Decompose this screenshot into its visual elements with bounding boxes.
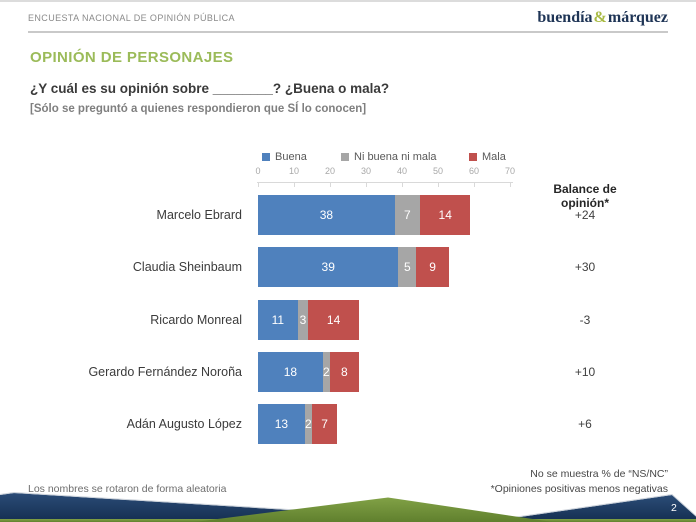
balance-column-header: Balance de opinión* xyxy=(553,182,617,210)
bar-segment-buena: 39 xyxy=(258,247,399,287)
legend-swatch-buena xyxy=(262,153,270,161)
segment-value: 38 xyxy=(319,208,334,222)
x-axis-tick-label: 0 xyxy=(255,166,261,176)
brand-logo: buendía&márquez xyxy=(537,9,668,27)
x-axis-tick-label: 70 xyxy=(504,166,515,176)
footnote-balance-definition: *Opiniones positivas menos negativas xyxy=(490,483,668,495)
balance-value: +30 xyxy=(574,260,596,274)
bar-segment-neutral: 2 xyxy=(304,404,312,444)
category-label: Marcelo Ebrard xyxy=(156,208,242,222)
x-axis-tick-mark xyxy=(366,183,367,187)
bar-segment-buena: 18 xyxy=(258,352,323,392)
x-axis-line xyxy=(257,182,513,183)
x-axis-tick-label: 30 xyxy=(360,166,371,176)
segment-value: 14 xyxy=(326,313,341,327)
segment-value: 14 xyxy=(438,208,452,222)
segment-value: 8 xyxy=(341,365,348,379)
segment-value: 2 xyxy=(305,417,312,431)
legend-item: Mala xyxy=(469,151,506,163)
section-title: OPINIÓN DE PERSONAJES xyxy=(30,49,234,66)
footnote-nsnc: No se muestra % de “NS/NC” xyxy=(530,468,668,480)
bottom-decoration xyxy=(0,491,696,522)
brand-name-second: márquez xyxy=(607,9,668,26)
x-axis-tick-mark xyxy=(258,183,259,187)
bar-segment-neutral: 2 xyxy=(322,352,330,392)
balance-value: +6 xyxy=(578,417,592,431)
category-label: Adán Augusto López xyxy=(126,417,242,431)
question-note: [Sólo se preguntó a quienes respondieron… xyxy=(30,103,367,115)
navy-right-highlight xyxy=(485,493,696,522)
x-axis-tick-label: 50 xyxy=(432,166,443,176)
legend-item: Ni buena ni mala xyxy=(341,151,437,163)
segment-value: 7 xyxy=(321,417,328,431)
segment-value: 2 xyxy=(323,365,330,379)
navy-right-shape xyxy=(486,495,696,522)
x-axis-tick-label: 20 xyxy=(324,166,335,176)
balance-value: +24 xyxy=(574,208,596,222)
brand-name-first: buendía xyxy=(537,9,593,26)
x-axis-tick-label: 60 xyxy=(468,166,479,176)
segment-value: 18 xyxy=(283,365,298,379)
bar-segment-buena: 11 xyxy=(258,300,298,340)
segment-value: 5 xyxy=(404,260,411,274)
x-axis-tick-mark xyxy=(510,183,511,187)
segment-value: 7 xyxy=(404,208,411,222)
balance-value: +10 xyxy=(574,365,596,379)
bar-segment-neutral: 5 xyxy=(398,247,417,287)
x-axis-tick-mark xyxy=(330,183,331,187)
legend-swatch-mala xyxy=(469,153,477,161)
segment-value: 11 xyxy=(271,313,285,327)
x-axis-tick-mark xyxy=(402,183,403,187)
legend-label: Mala xyxy=(482,151,506,163)
legend-swatch-neutral xyxy=(341,153,349,161)
bar-segment-mala: 8 xyxy=(330,352,359,392)
survey-title: ENCUESTA NACIONAL DE OPINIÓN PÚBLICA xyxy=(28,13,235,23)
x-axis-tick-mark xyxy=(438,183,439,187)
category-label: Ricardo Monreal xyxy=(150,313,242,327)
page-number: 2 xyxy=(671,502,677,514)
bar-segment-buena: 38 xyxy=(258,195,395,235)
segment-value: 13 xyxy=(274,417,289,431)
legend-label: Buena xyxy=(275,151,307,163)
category-label: Gerardo Fernández Noroña xyxy=(88,365,242,379)
balance-value: -3 xyxy=(579,313,591,327)
segment-value: 9 xyxy=(429,260,436,274)
bar-segment-neutral: 3 xyxy=(297,300,309,340)
x-axis-tick-mark xyxy=(474,183,475,187)
question-text: ¿Y cuál es su opinión sobre ________? ¿B… xyxy=(30,81,390,96)
slide-top-edge xyxy=(0,0,696,2)
bar-segment-buena: 13 xyxy=(258,404,305,444)
brand-ampersand: & xyxy=(593,9,607,26)
footnote-rotation: Los nombres se rotaron de forma aleatori… xyxy=(28,483,227,495)
bar-segment-mala: 9 xyxy=(416,247,449,287)
x-axis-tick-mark xyxy=(294,183,295,187)
bar-segment-mala: 7 xyxy=(312,404,338,444)
bar-segment-neutral: 7 xyxy=(394,195,420,235)
bar-segment-mala: 14 xyxy=(308,300,359,340)
x-axis-tick-label: 10 xyxy=(288,166,299,176)
segment-value: 3 xyxy=(299,313,307,327)
bar-segment-mala: 14 xyxy=(420,195,471,235)
legend-item: Buena xyxy=(262,151,307,163)
header-rule xyxy=(28,31,668,33)
x-axis-tick-label: 40 xyxy=(396,166,407,176)
segment-value: 39 xyxy=(321,260,335,274)
green-mountain-shape xyxy=(194,497,553,522)
legend-label: Ni buena ni mala xyxy=(354,151,437,163)
category-label: Claudia Sheinbaum xyxy=(132,260,242,274)
